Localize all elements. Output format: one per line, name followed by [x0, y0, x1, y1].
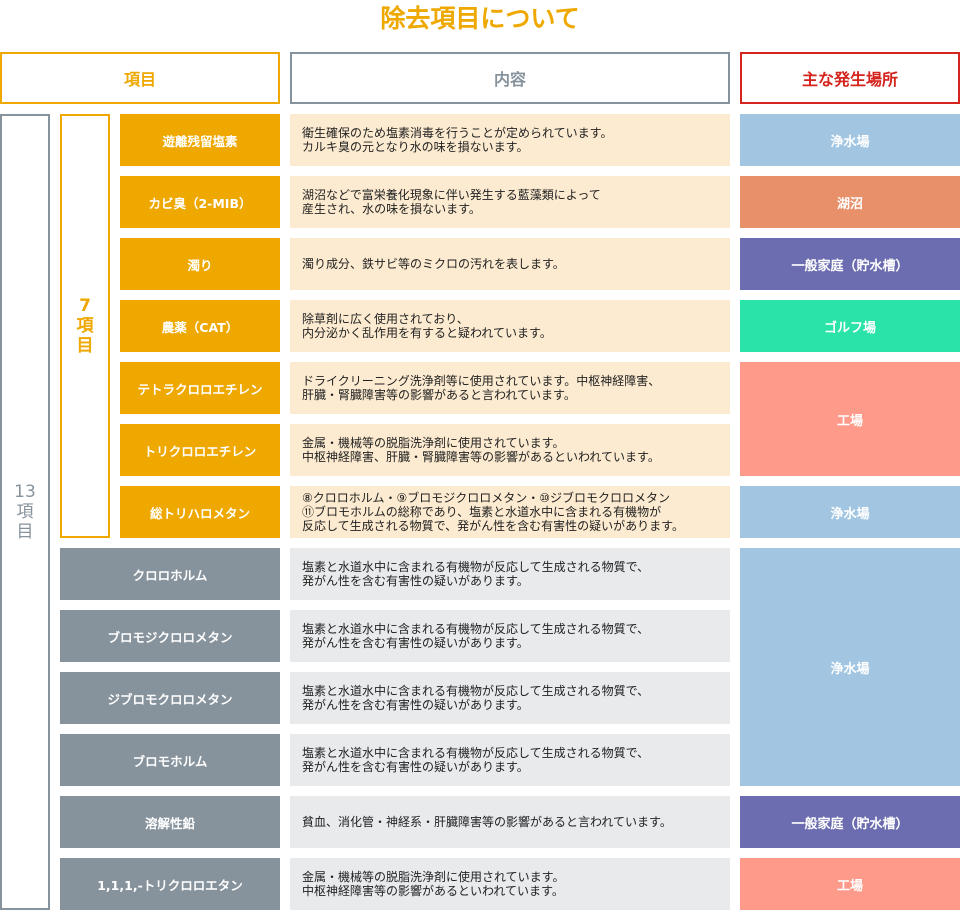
group-7-items: 7 項 目	[60, 114, 110, 538]
item-content: ⑧クロロホルム・⑨ブロモジクロロメタン・⑩ジブロモクロロメタン ⑪ブロモホルムの…	[290, 486, 730, 538]
item-content: 貧血、消化管・神経系・肝臓障害等の影響があると言われています。	[290, 796, 730, 848]
header-item: 項目	[0, 52, 280, 104]
item-name: 溶解性鉛	[60, 796, 280, 848]
item-name: テトラクロロエチレン	[120, 362, 280, 414]
group-13-items: 13 項 目	[0, 114, 50, 910]
item-content: 塩素と水道水中に含まれる有機物が反応して生成される物質で、 発がん性を含む有害性…	[290, 548, 730, 600]
item-name: ブロモジクロロメタン	[60, 610, 280, 662]
item-content: 塩素と水道水中に含まれる有機物が反応して生成される物質で、 発がん性を含む有害性…	[290, 610, 730, 662]
item-name: 遊離残留塩素	[120, 114, 280, 166]
item-name: トリクロロエチレン	[120, 424, 280, 476]
item-content: ドライクリーニング洗浄剤等に使用されています。中枢神経障害、 肝臓・腎臓障害等の…	[290, 362, 730, 414]
item-content: 衛生確保のため塩素消毒を行うことが定められています。 カルキ臭の元となり水の味を…	[290, 114, 730, 166]
location-badge: 一般家庭（貯水槽）	[740, 796, 960, 848]
location-badge: 湖沼	[740, 176, 960, 228]
location-badge: 工場	[740, 362, 960, 476]
header-content: 内容	[290, 52, 730, 104]
item-name: 農薬（CAT）	[120, 300, 280, 352]
item-name: クロロホルム	[60, 548, 280, 600]
location-badge: 浄水場	[740, 486, 960, 538]
location-badge: 浄水場	[740, 548, 960, 786]
location-badge: 浄水場	[740, 114, 960, 166]
item-content: 濁り成分、鉄サビ等のミクロの汚れを表します。	[290, 238, 730, 290]
item-name: 1,1,1,-トリクロロエタン	[60, 858, 280, 910]
header-location: 主な発生場所	[740, 52, 960, 104]
item-content: 除草剤に広く使用されており、 内分泌かく乱作用を有すると疑われています。	[290, 300, 730, 352]
item-name: 総トリハロメタン	[120, 486, 280, 538]
item-content: 塩素と水道水中に含まれる有機物が反応して生成される物質で、 発がん性を含む有害性…	[290, 734, 730, 786]
page-title: 除去項目について	[380, 4, 580, 33]
item-content: 金属・機械等の脱脂洗浄剤に使用されています。 中枢神経障害、肝臓・腎臓障害等の影…	[290, 424, 730, 476]
item-content: 湖沼などで富栄養化現象に伴い発生する藍藻類によって 産生され、水の味を損ないます…	[290, 176, 730, 228]
item-name: 濁り	[120, 238, 280, 290]
location-badge: 一般家庭（貯水槽）	[740, 238, 960, 290]
item-name: カビ臭（2-MIB）	[120, 176, 280, 228]
item-name: ブロモホルム	[60, 734, 280, 786]
location-badge: 工場	[740, 858, 960, 910]
item-name: ジブロモクロロメタン	[60, 672, 280, 724]
location-badge: ゴルフ場	[740, 300, 960, 352]
item-content: 金属・機械等の脱脂洗浄剤に使用されています。 中枢神経障害等の影響があるといわれ…	[290, 858, 730, 910]
item-content: 塩素と水道水中に含まれる有機物が反応して生成される物質で、 発がん性を含む有害性…	[290, 672, 730, 724]
